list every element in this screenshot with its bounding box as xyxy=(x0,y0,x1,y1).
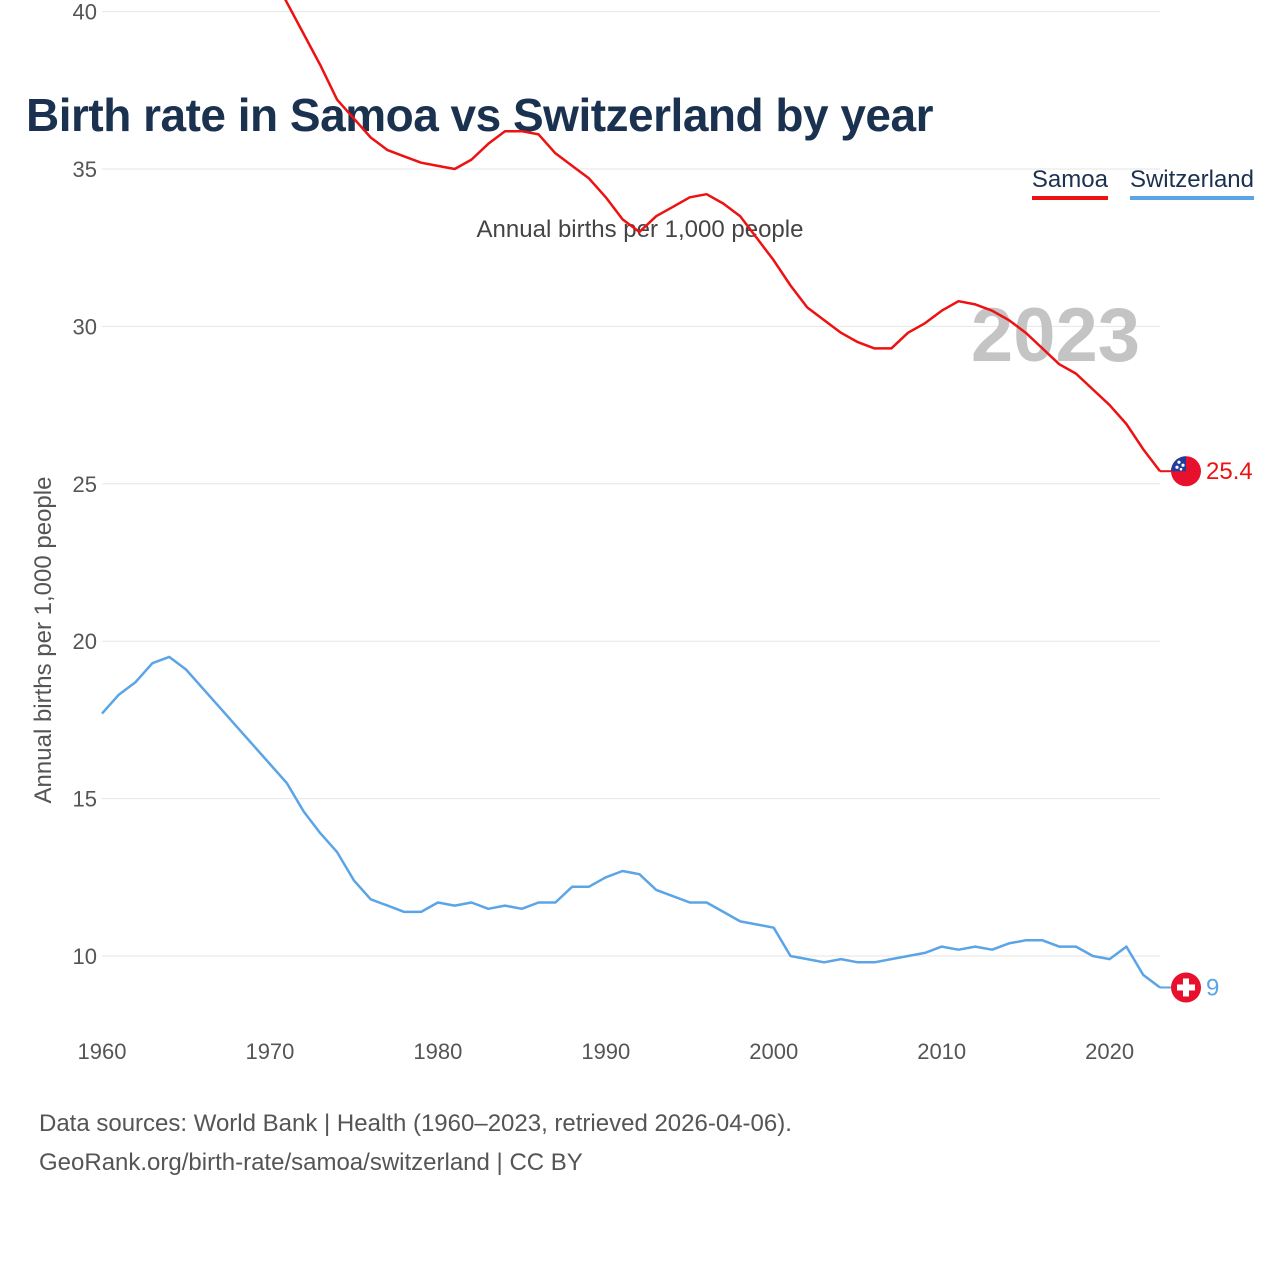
footer-sources: Data sources: World Bank | Health (1960–… xyxy=(39,1110,792,1137)
switzerland-end-value: 9 xyxy=(1206,974,1219,1001)
y-tick-label: 20 xyxy=(73,629,97,654)
switzerland-flag-icon xyxy=(1171,972,1201,1003)
y-tick-label: 35 xyxy=(73,157,97,182)
samoa-end-value: 25.4 xyxy=(1206,458,1253,485)
gridlines xyxy=(102,11,1160,957)
y-tick-label: 15 xyxy=(73,787,97,812)
x-tick-label: 2020 xyxy=(1085,1039,1134,1064)
legend-item-samoa[interactable]: Samoa xyxy=(1031,166,1108,200)
x-tick-label: 2010 xyxy=(917,1039,966,1064)
legend-item-switzerland[interactable]: Switzerland xyxy=(1129,166,1254,200)
line-chart: 101520253035404550 196019701980199020002… xyxy=(30,0,1253,1064)
chart-title: Birth rate in Samoa vs Switzerland by ye… xyxy=(26,89,934,141)
end-markers: 25.4 9 xyxy=(1160,456,1253,1003)
series-line-switzerland[interactable] xyxy=(101,655,1161,989)
legend: Samoa Switzerland xyxy=(1031,166,1254,200)
x-tick-label: 1960 xyxy=(78,1039,127,1064)
y-tick-label: 25 xyxy=(73,472,97,497)
y-axis-ticks: 101520253035404550 xyxy=(73,0,97,969)
y-tick-label: 10 xyxy=(73,944,97,969)
y-axis-label: Annual births per 1,000 people xyxy=(30,477,57,804)
x-axis-ticks: 1960 1970 1980 1990 2000 2010 2020 xyxy=(78,1039,1135,1064)
x-tick-label: 1980 xyxy=(413,1039,462,1064)
footer-link[interactable]: GeoRank.org/birth-rate/samoa/switzerland… xyxy=(39,1149,583,1176)
y-tick-label: 30 xyxy=(73,314,97,339)
x-tick-label: 1970 xyxy=(245,1039,294,1064)
footer: Data sources: World Bank | Health (1960–… xyxy=(39,1104,792,1182)
samoa-flag-icon xyxy=(1171,456,1201,487)
x-tick-label: 2000 xyxy=(749,1039,798,1064)
y-tick-label: 40 xyxy=(73,0,97,25)
series-line-samoa[interactable] xyxy=(102,0,1161,472)
series-lines xyxy=(101,0,1161,989)
x-tick-label: 1990 xyxy=(581,1039,630,1064)
year-label: 2023 xyxy=(971,293,1140,378)
